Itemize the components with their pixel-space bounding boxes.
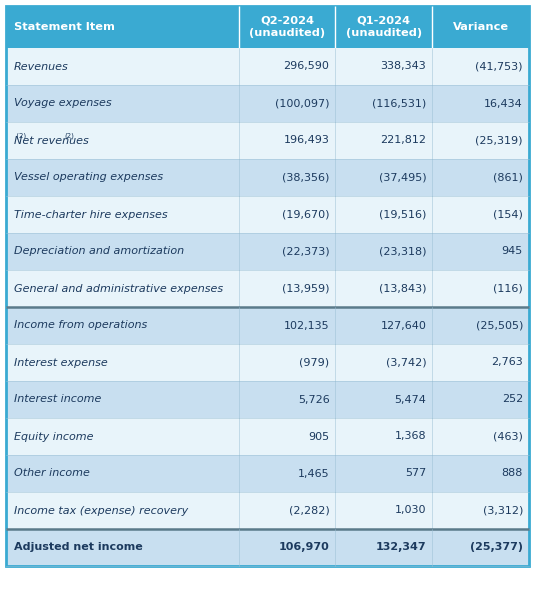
Text: (2): (2) — [14, 132, 26, 139]
Text: Other income: Other income — [14, 468, 90, 479]
Text: 577: 577 — [405, 468, 426, 479]
Text: (116,531): (116,531) — [372, 99, 426, 108]
Text: Interest expense: Interest expense — [14, 358, 108, 367]
Bar — [6, 85, 529, 122]
Text: Q1-2024
(unaudited): Q1-2024 (unaudited) — [346, 16, 422, 38]
Text: Statement Item: Statement Item — [14, 22, 115, 32]
Text: (13,843): (13,843) — [379, 284, 426, 293]
Text: 296,590: 296,590 — [284, 62, 330, 71]
Text: Interest income: Interest income — [14, 394, 101, 405]
Bar — [6, 159, 529, 196]
Text: (23,318): (23,318) — [379, 246, 426, 257]
Text: (463): (463) — [493, 431, 523, 442]
Text: Net revenues: Net revenues — [14, 136, 89, 145]
Text: Time-charter hire expenses: Time-charter hire expenses — [14, 209, 167, 220]
Bar — [6, 492, 529, 529]
Text: Revenues: Revenues — [14, 62, 69, 71]
Text: 1,030: 1,030 — [395, 506, 426, 515]
Bar — [6, 122, 529, 159]
Text: 16,434: 16,434 — [484, 99, 523, 108]
Text: 102,135: 102,135 — [284, 321, 330, 330]
Text: (2): (2) — [64, 132, 74, 139]
Text: Q2-2024
(unaudited): Q2-2024 (unaudited) — [249, 16, 325, 38]
Text: Depreciation and amortization: Depreciation and amortization — [14, 246, 184, 257]
Text: 888: 888 — [502, 468, 523, 479]
Bar — [6, 270, 529, 307]
Text: General and administrative expenses: General and administrative expenses — [14, 284, 223, 293]
Text: (19,670): (19,670) — [282, 209, 330, 220]
Text: Variance: Variance — [453, 22, 509, 32]
Text: (41,753): (41,753) — [476, 62, 523, 71]
Text: (25,377): (25,377) — [470, 543, 523, 552]
Text: (979): (979) — [300, 358, 330, 367]
Text: 127,640: 127,640 — [380, 321, 426, 330]
Text: 1,465: 1,465 — [298, 468, 330, 479]
Text: (19,516): (19,516) — [379, 209, 426, 220]
Text: (2,282): (2,282) — [289, 506, 330, 515]
Text: (37,495): (37,495) — [379, 172, 426, 183]
Text: Adjusted net income: Adjusted net income — [14, 543, 143, 552]
Text: 2,763: 2,763 — [491, 358, 523, 367]
Bar — [6, 455, 529, 492]
Text: (25,319): (25,319) — [476, 136, 523, 145]
Text: (22,373): (22,373) — [282, 246, 330, 257]
Text: (3,312): (3,312) — [483, 506, 523, 515]
Text: (116): (116) — [493, 284, 523, 293]
Bar — [6, 381, 529, 418]
Text: 5,474: 5,474 — [394, 394, 426, 405]
Text: (100,097): (100,097) — [275, 99, 330, 108]
Text: 338,343: 338,343 — [380, 62, 426, 71]
Text: (13,959): (13,959) — [282, 284, 330, 293]
Text: Equity income: Equity income — [14, 431, 94, 442]
Text: (861): (861) — [493, 172, 523, 183]
Text: 221,812: 221,812 — [380, 136, 426, 145]
Text: (3,742): (3,742) — [386, 358, 426, 367]
Text: 196,493: 196,493 — [284, 136, 330, 145]
Text: (38,356): (38,356) — [282, 172, 330, 183]
Text: Voyage expenses: Voyage expenses — [14, 99, 112, 108]
Text: 5,726: 5,726 — [298, 394, 330, 405]
Bar — [6, 344, 529, 381]
Text: 106,970: 106,970 — [279, 543, 330, 552]
Bar — [6, 196, 529, 233]
Text: 1,368: 1,368 — [395, 431, 426, 442]
Bar — [6, 6, 529, 48]
Text: (25,505): (25,505) — [476, 321, 523, 330]
Bar — [6, 307, 529, 344]
Text: (154): (154) — [493, 209, 523, 220]
Text: 132,347: 132,347 — [376, 543, 426, 552]
Text: 945: 945 — [502, 246, 523, 257]
Text: Income from operations: Income from operations — [14, 321, 147, 330]
Bar — [6, 418, 529, 455]
Bar — [6, 48, 529, 85]
Text: Vessel operating expenses: Vessel operating expenses — [14, 172, 163, 183]
Text: Income tax (expense) recovery: Income tax (expense) recovery — [14, 506, 188, 515]
Bar — [6, 529, 529, 566]
Text: 252: 252 — [502, 394, 523, 405]
Text: 905: 905 — [308, 431, 330, 442]
Bar — [6, 233, 529, 270]
